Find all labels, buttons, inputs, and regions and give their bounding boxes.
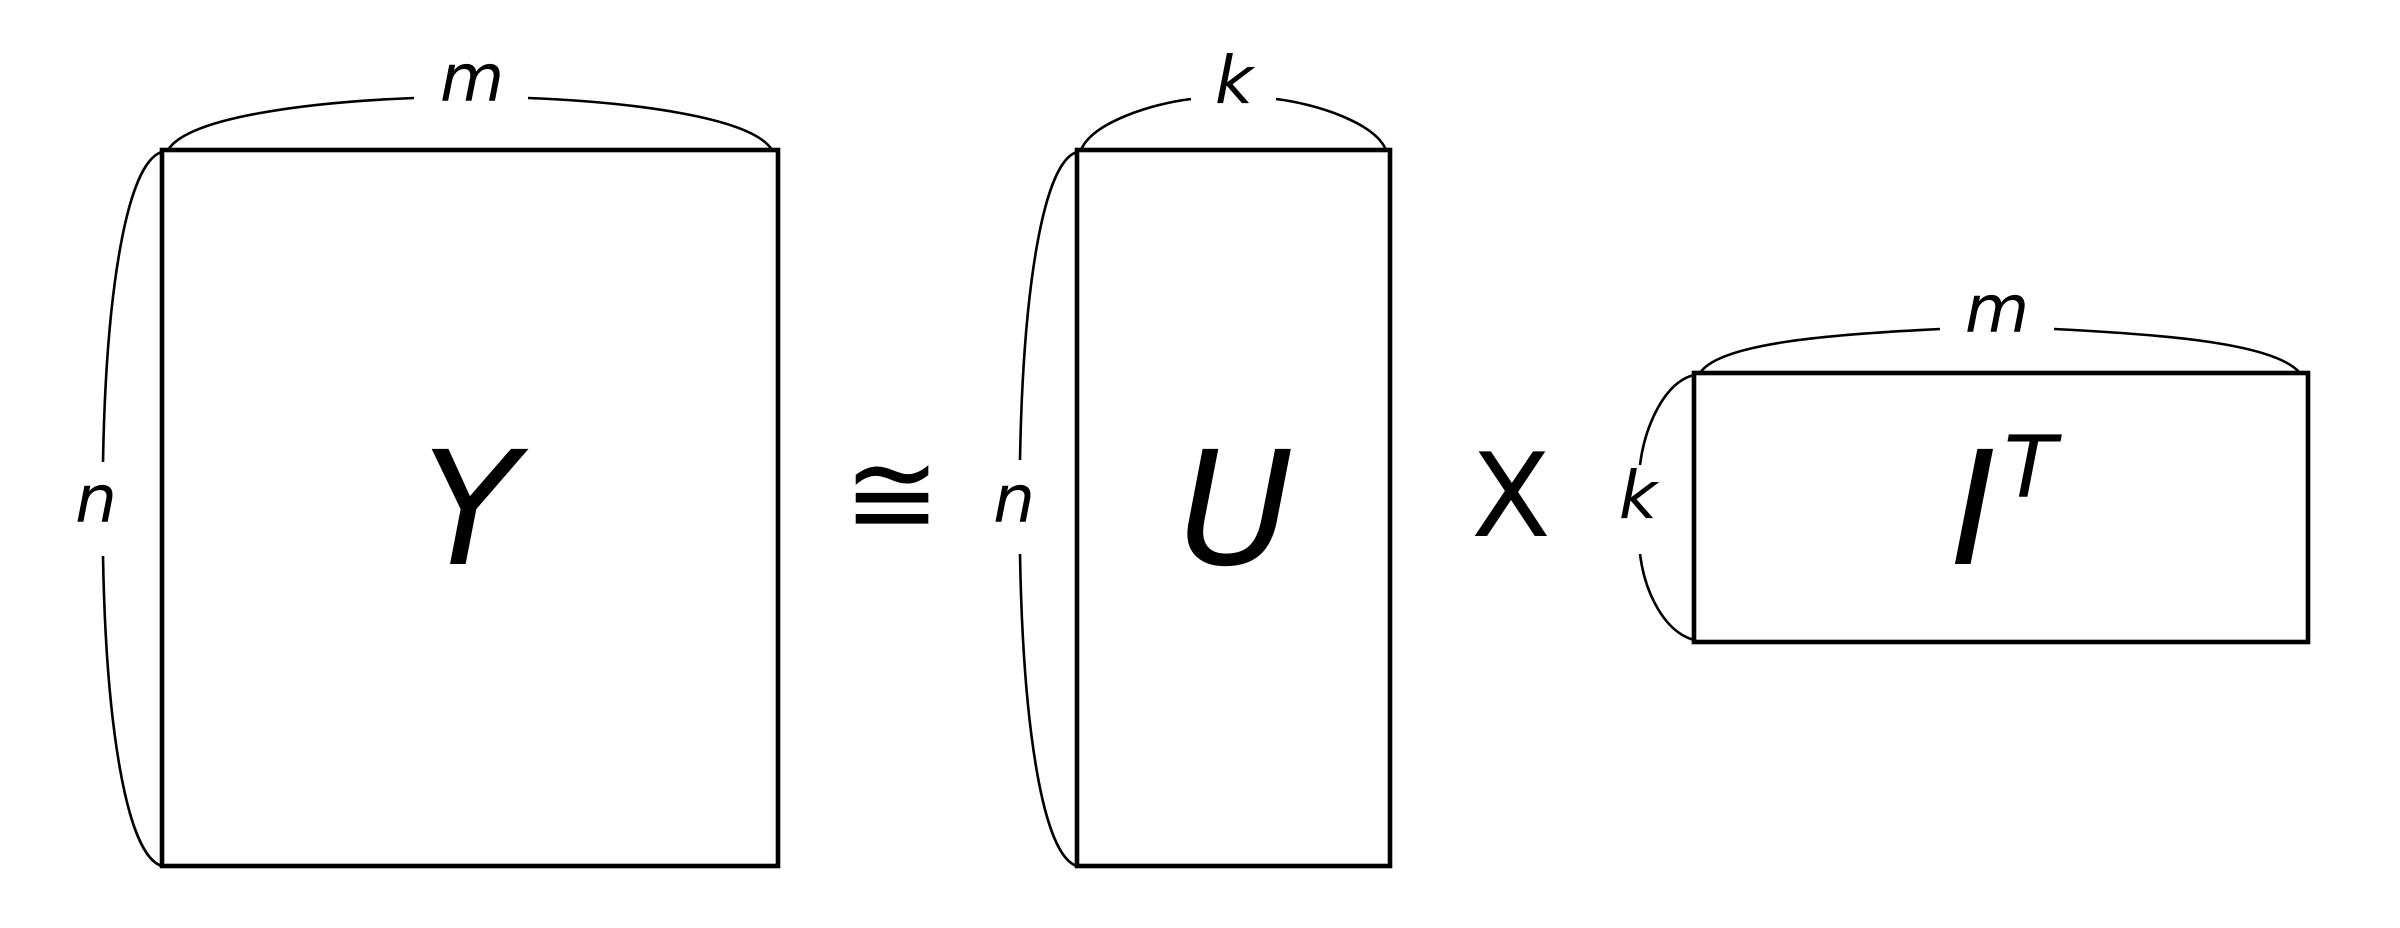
matrix-it-rows-label: k [1619, 457, 1660, 534]
matrix-it-box [1691, 370, 2311, 645]
matrix-u-cols-brace [1079, 97, 1388, 151]
matrix-u-rows-label: n [993, 461, 1035, 538]
matrix-y-group: m n Y [75, 40, 781, 869]
matrix-y-rows-label: n [75, 461, 117, 538]
matrix-y-box [159, 147, 781, 869]
approx-equal-operator: ≅ [843, 427, 940, 562]
matrix-y-cols-brace [166, 96, 774, 151]
matrix-it-rows-brace [1638, 373, 1695, 642]
matrix-it-superscript: T [2004, 418, 2063, 518]
matrix-u-box [1074, 147, 1393, 869]
matrix-u-group: k n U [993, 42, 1393, 869]
matrix-y-cols-label: m [440, 40, 504, 117]
matrix-it-cols-brace [1698, 327, 2301, 374]
matrix-y-rows-brace [101, 150, 163, 868]
matrix-u-rows-brace [1018, 150, 1078, 868]
matrix-u-cols-label: k [1215, 42, 1256, 119]
matrix-it-group: m k I T [1619, 271, 2311, 645]
multiply-operator: X [1471, 429, 1550, 564]
matrix-it-cols-label: m [1965, 271, 2029, 348]
matrix-y-symbol: Y [422, 418, 529, 602]
matrix-u-symbol: U [1178, 418, 1294, 602]
matrix-it-symbol: I [1951, 418, 1998, 602]
